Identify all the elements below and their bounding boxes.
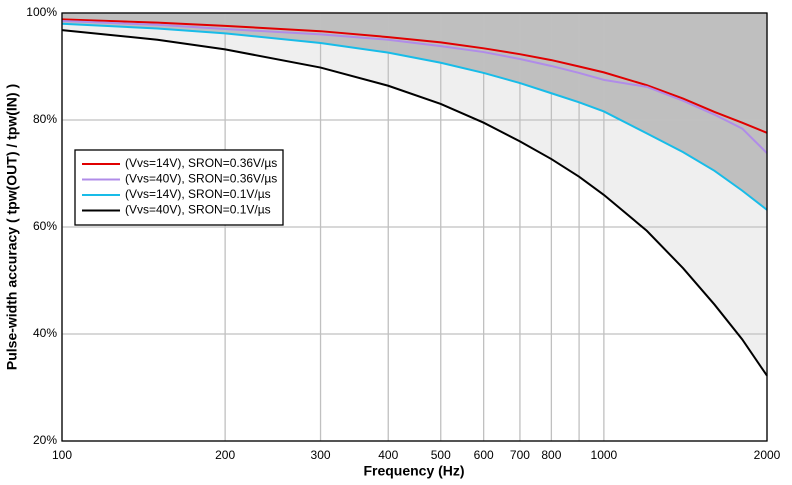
x-tick-label: 800 (541, 448, 561, 462)
x-tick-label: 2000 (754, 448, 781, 462)
y-tick-label: 100% (26, 5, 57, 19)
x-tick-label: 100 (52, 448, 72, 462)
series-line (61, 18, 768, 134)
legend-box (74, 149, 284, 226)
legend-label: (Vvs=40V), SRON=0.1V/µs (125, 203, 271, 217)
legend-label: (Vvs=40V), SRON=0.36V/µs (125, 172, 277, 186)
y-axis-label: Pulse-width accuracy ( tpw(OUT) / tpw(IN… (4, 84, 20, 370)
y-tick-label: 20% (33, 433, 57, 447)
plot-frame (61, 12, 768, 442)
series-line (61, 20, 768, 154)
x-tick-label: 300 (311, 448, 331, 462)
shaded-region (62, 30, 767, 442)
x-tick-label: 1000 (591, 448, 618, 462)
x-tick-label: 400 (378, 448, 398, 462)
x-tick-label: 700 (510, 448, 530, 462)
y-tick-label: 80% (33, 112, 57, 126)
x-tick-label: 200 (215, 448, 235, 462)
y-tick-label: 40% (33, 326, 57, 340)
y-tick-label: 60% (33, 219, 57, 233)
series-line (61, 29, 768, 377)
legend-label: (Vvs=14V), SRON=0.36V/µs (125, 156, 277, 170)
legend-label: (Vvs=14V), SRON=0.1V/µs (125, 187, 271, 201)
x-tick-label: 600 (474, 448, 494, 462)
shaded-region (62, 23, 767, 376)
shaded-region (62, 13, 767, 210)
x-axis-label: Frequency (Hz) (363, 463, 464, 479)
series-line (61, 22, 768, 211)
x-tick-label: 500 (431, 448, 451, 462)
